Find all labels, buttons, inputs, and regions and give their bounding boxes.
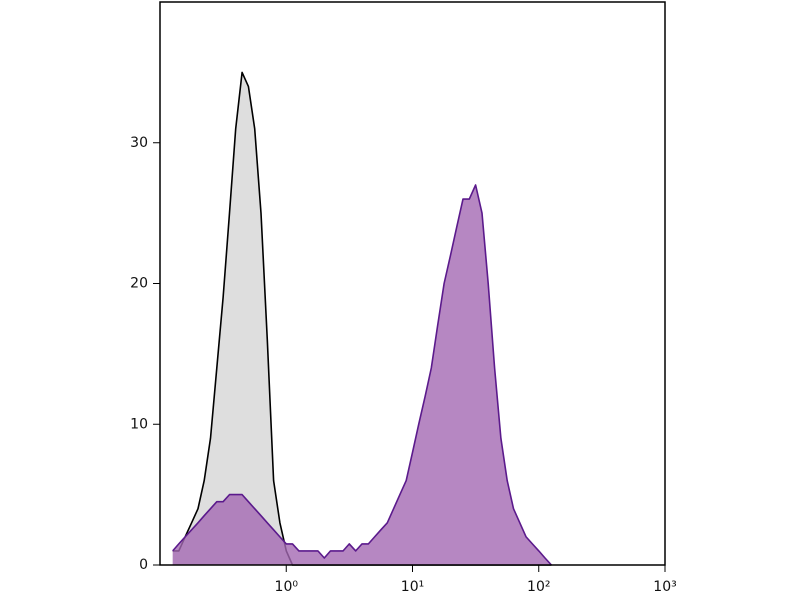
plot-frame — [159, 1, 666, 566]
y-tick-label: 30 — [130, 135, 148, 151]
x-tick-label: 10⁰ — [275, 579, 299, 595]
y-tick-label: 20 — [130, 276, 148, 292]
x-tick-label: 10³ — [653, 579, 676, 595]
y-tick-label: 10 — [130, 416, 148, 432]
area-fill — [172, 185, 552, 565]
x-tick-label: 10¹ — [401, 579, 424, 595]
y-tick-label: 0 — [139, 557, 148, 573]
x-tick-label: 10² — [527, 579, 550, 595]
area-fill — [172, 72, 552, 566]
histogram-line — [172, 184, 552, 566]
